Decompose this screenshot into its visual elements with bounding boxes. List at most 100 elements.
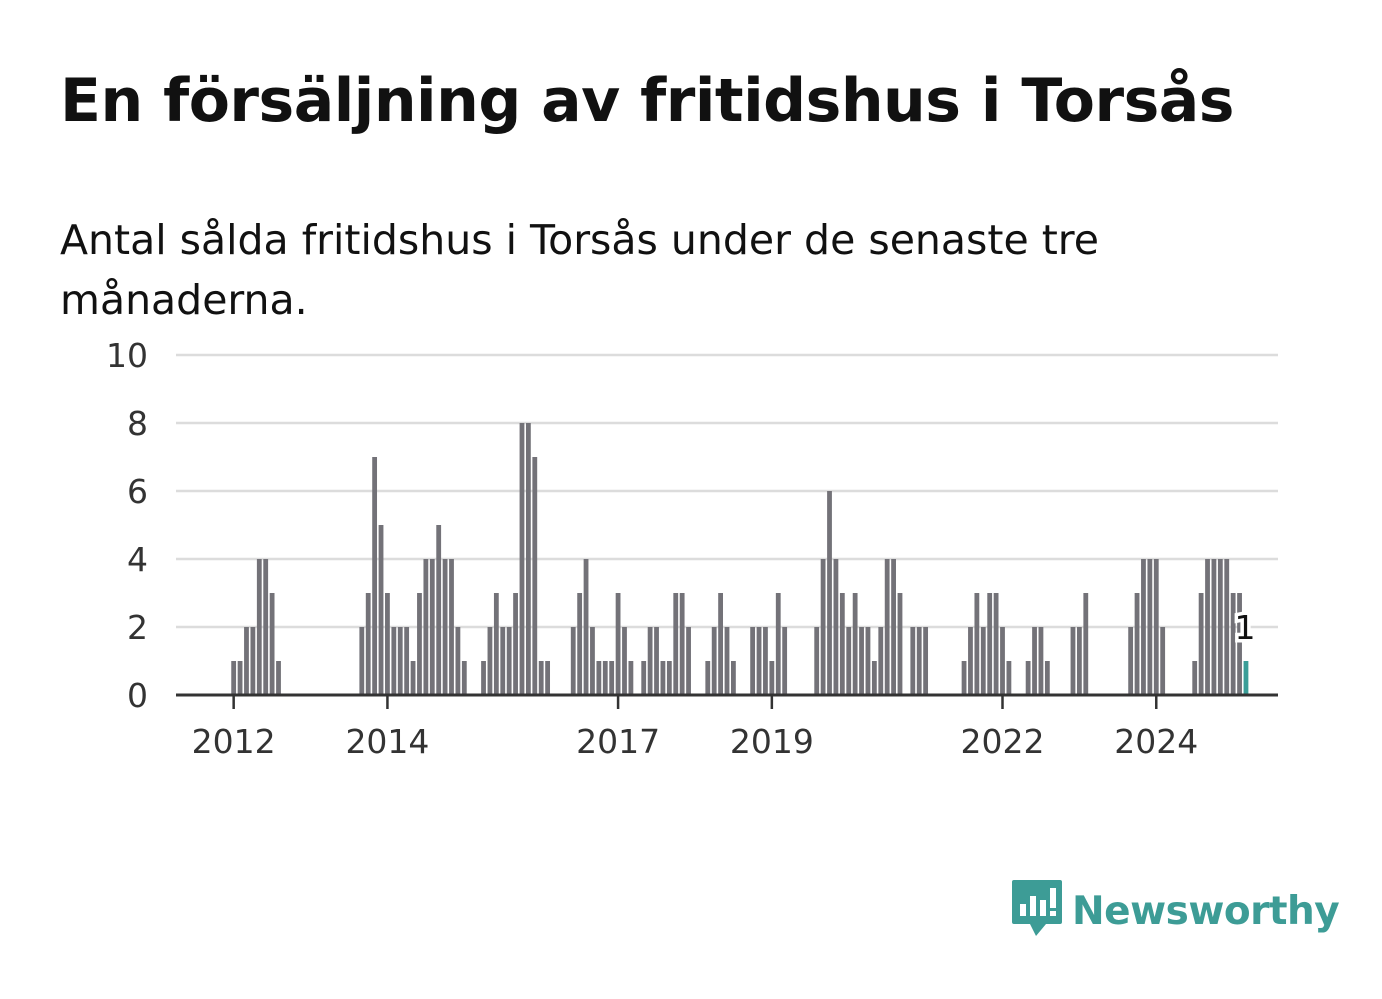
bar [570,627,576,695]
y-tick-label: 6 [127,472,148,511]
bar [968,627,973,695]
bar [1205,559,1210,695]
bar [897,593,903,695]
bar [487,627,493,695]
bar [686,627,691,695]
bar [1006,661,1012,695]
bar [1211,559,1217,695]
bar [666,661,672,695]
bar [1076,627,1082,695]
x-tick-label: 2024 [1114,722,1198,761]
x-tick-label: 2012 [192,722,276,761]
bar [269,593,275,695]
bar [622,627,627,695]
bar [596,661,602,695]
bar [385,593,390,695]
bar [865,627,871,695]
bar [1083,593,1089,695]
bar [436,525,442,695]
bar [404,627,410,695]
bar [1237,593,1242,695]
bar [423,559,429,695]
bar-highlight [1243,661,1249,695]
bar-chart: 0 2 4 6 8 10 2012 2014 2017 2019 2022 2024 1 [106,336,1278,761]
bar [660,661,666,695]
bar [1032,627,1037,695]
bar [1198,593,1204,695]
x-tick-label: 2019 [730,722,814,761]
bar [775,593,781,695]
bar [493,593,499,695]
bar [878,627,884,695]
bar [923,627,929,695]
y-tick-label: 0 [127,676,148,715]
bar [481,661,486,695]
bar [449,559,454,695]
bar [538,661,544,695]
bar [532,457,538,695]
bar [1025,661,1031,695]
bar [763,627,768,695]
bar [276,661,281,695]
bar [628,661,634,695]
bar [455,627,461,695]
bar [359,627,365,695]
bar [839,593,845,695]
bar [654,627,659,695]
x-tick-label: 2022 [961,722,1045,761]
bar [673,593,679,695]
bar [525,423,531,695]
bar [519,423,525,695]
x-tick-label: 2014 [345,722,429,761]
bar [513,593,518,695]
bar [263,559,269,695]
bar [461,661,467,695]
bar [647,627,653,695]
bar [1217,559,1223,695]
bar [378,525,384,695]
bar [846,627,852,695]
newsworthy-logo-text: Newsworthy [1072,888,1340,934]
bar [705,661,711,695]
bar [782,627,788,695]
bar [609,661,615,695]
bar [814,627,820,695]
bar [987,593,993,695]
bar [1153,559,1159,695]
bar [910,627,916,695]
bar [750,627,756,695]
y-tick-label: 2 [127,608,148,647]
bar [718,593,723,695]
bar [1038,627,1044,695]
newsworthy-logo-icon [1010,878,1064,944]
bar [1128,627,1134,695]
newsworthy-logo: Newsworthy [1010,878,1340,944]
y-tick-label: 4 [127,540,148,579]
bar [417,593,422,695]
bar [1147,559,1153,695]
bar [590,627,595,695]
x-tick-label: 2017 [576,722,660,761]
bar [1000,627,1005,695]
bar [1192,661,1198,695]
chart-title: En försäljning av fritidshus i Torsås [60,66,1235,136]
bar [641,661,647,695]
bar [1230,593,1236,695]
bar [679,593,685,695]
bar [372,457,378,695]
bar [410,661,416,695]
bar [506,627,512,695]
bar [891,559,896,695]
bar [711,627,717,695]
bar [397,627,403,695]
bar [859,627,864,695]
bar [500,627,506,695]
bar [1224,559,1230,695]
bar [602,661,608,695]
bar [577,593,583,695]
bar [974,593,980,695]
bar [1141,559,1146,695]
bar [852,593,858,695]
bar [615,593,621,695]
bar [231,661,237,695]
